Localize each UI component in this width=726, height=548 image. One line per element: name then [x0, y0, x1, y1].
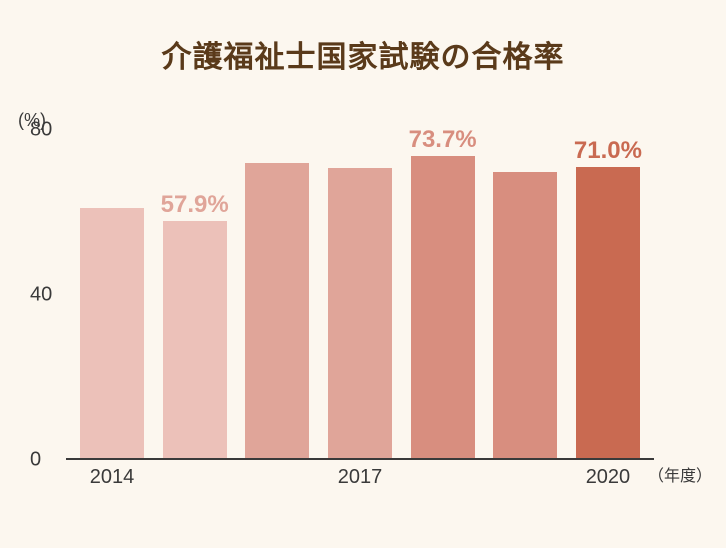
x-label-2019	[493, 466, 557, 490]
x-label-2014: 2014	[80, 466, 144, 490]
bar-2014	[80, 208, 144, 460]
x-axis-line	[66, 458, 654, 460]
bar-label-2015: 57.9%	[161, 191, 229, 219]
x-axis-labels: 2014 2017 2020	[70, 466, 650, 490]
x-label-2018	[411, 466, 475, 490]
chart-title: 介護福祉士国家試験の合格率	[0, 0, 726, 76]
y-tick-80: 80	[30, 119, 52, 142]
bar-2016	[245, 163, 309, 460]
bar-2015: 57.9%	[163, 221, 227, 460]
x-label-2015	[163, 466, 227, 490]
bars-container: 57.9% 73.7% 71.0%	[70, 130, 650, 460]
bar-label-2020: 71.0%	[574, 137, 642, 165]
x-label-2017: 2017	[328, 466, 392, 490]
bar-2020: 71.0%	[576, 167, 640, 460]
y-tick-40: 40	[30, 284, 52, 307]
y-tick-0: 0	[30, 449, 41, 472]
bar-label-2018: 73.7%	[409, 126, 477, 154]
bar-2019	[493, 172, 557, 460]
x-label-2016	[245, 466, 309, 490]
chart-plot-area: (%) （年度） 80 40 0 57.9% 73.7% 71.0% 2014 …	[70, 130, 650, 460]
x-label-2020: 2020	[576, 466, 640, 490]
bar-2018: 73.7%	[411, 156, 475, 460]
x-axis-unit: （年度）	[648, 462, 712, 486]
bar-2017	[328, 168, 392, 460]
